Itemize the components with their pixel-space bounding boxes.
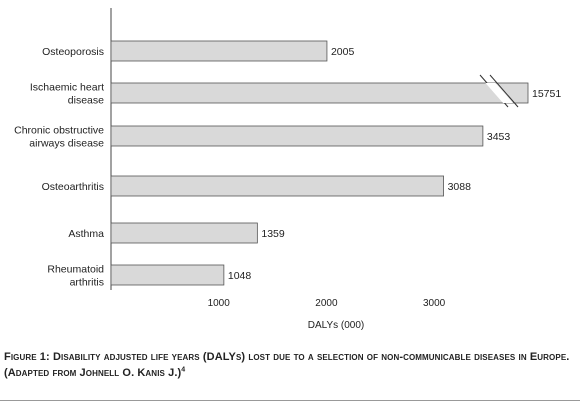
value-label: 3088 xyxy=(448,181,472,193)
caption-ref: 4 xyxy=(181,366,186,374)
value-label: 3453 xyxy=(487,131,511,143)
break-gap xyxy=(485,83,513,103)
break-mark xyxy=(489,74,519,108)
category-label: Osteoporosis xyxy=(42,46,104,58)
value-label: 1359 xyxy=(261,228,285,240)
category-label: arthritis xyxy=(70,277,104,289)
caption-text: Figure 1: Disability adjusted life years… xyxy=(4,351,570,379)
bar xyxy=(110,175,444,197)
bar xyxy=(110,125,484,147)
value-label: 2005 xyxy=(331,46,355,58)
category-label: Osteoarthritis xyxy=(42,181,104,193)
x-axis-label: DALYs (000) xyxy=(308,320,365,331)
x-tick-label: 3000 xyxy=(423,298,446,309)
value-label: 15751 xyxy=(532,88,561,100)
bar xyxy=(110,264,225,286)
bar xyxy=(110,82,529,104)
chart: 1000 2000 3000 DALYs (000) 2005 Osteoporosis 1… xyxy=(14,8,561,331)
category-label: Asthma xyxy=(68,228,104,240)
category-label: Rheumatoid xyxy=(47,264,104,276)
category-label: disease xyxy=(68,95,104,107)
figure-caption: Figure 1: Disability adjusted life years… xyxy=(4,349,576,381)
category-label: Chronic obstructive xyxy=(14,125,104,137)
x-tick-label: 2000 xyxy=(315,298,338,309)
category-label: Ischaemic heart xyxy=(30,82,104,94)
bar xyxy=(110,40,328,62)
bottom-rule xyxy=(0,400,580,401)
value-label: 1048 xyxy=(228,270,252,282)
x-tick-label: 1000 xyxy=(208,298,231,309)
category-label: airways disease xyxy=(29,138,104,150)
bar xyxy=(110,222,258,244)
